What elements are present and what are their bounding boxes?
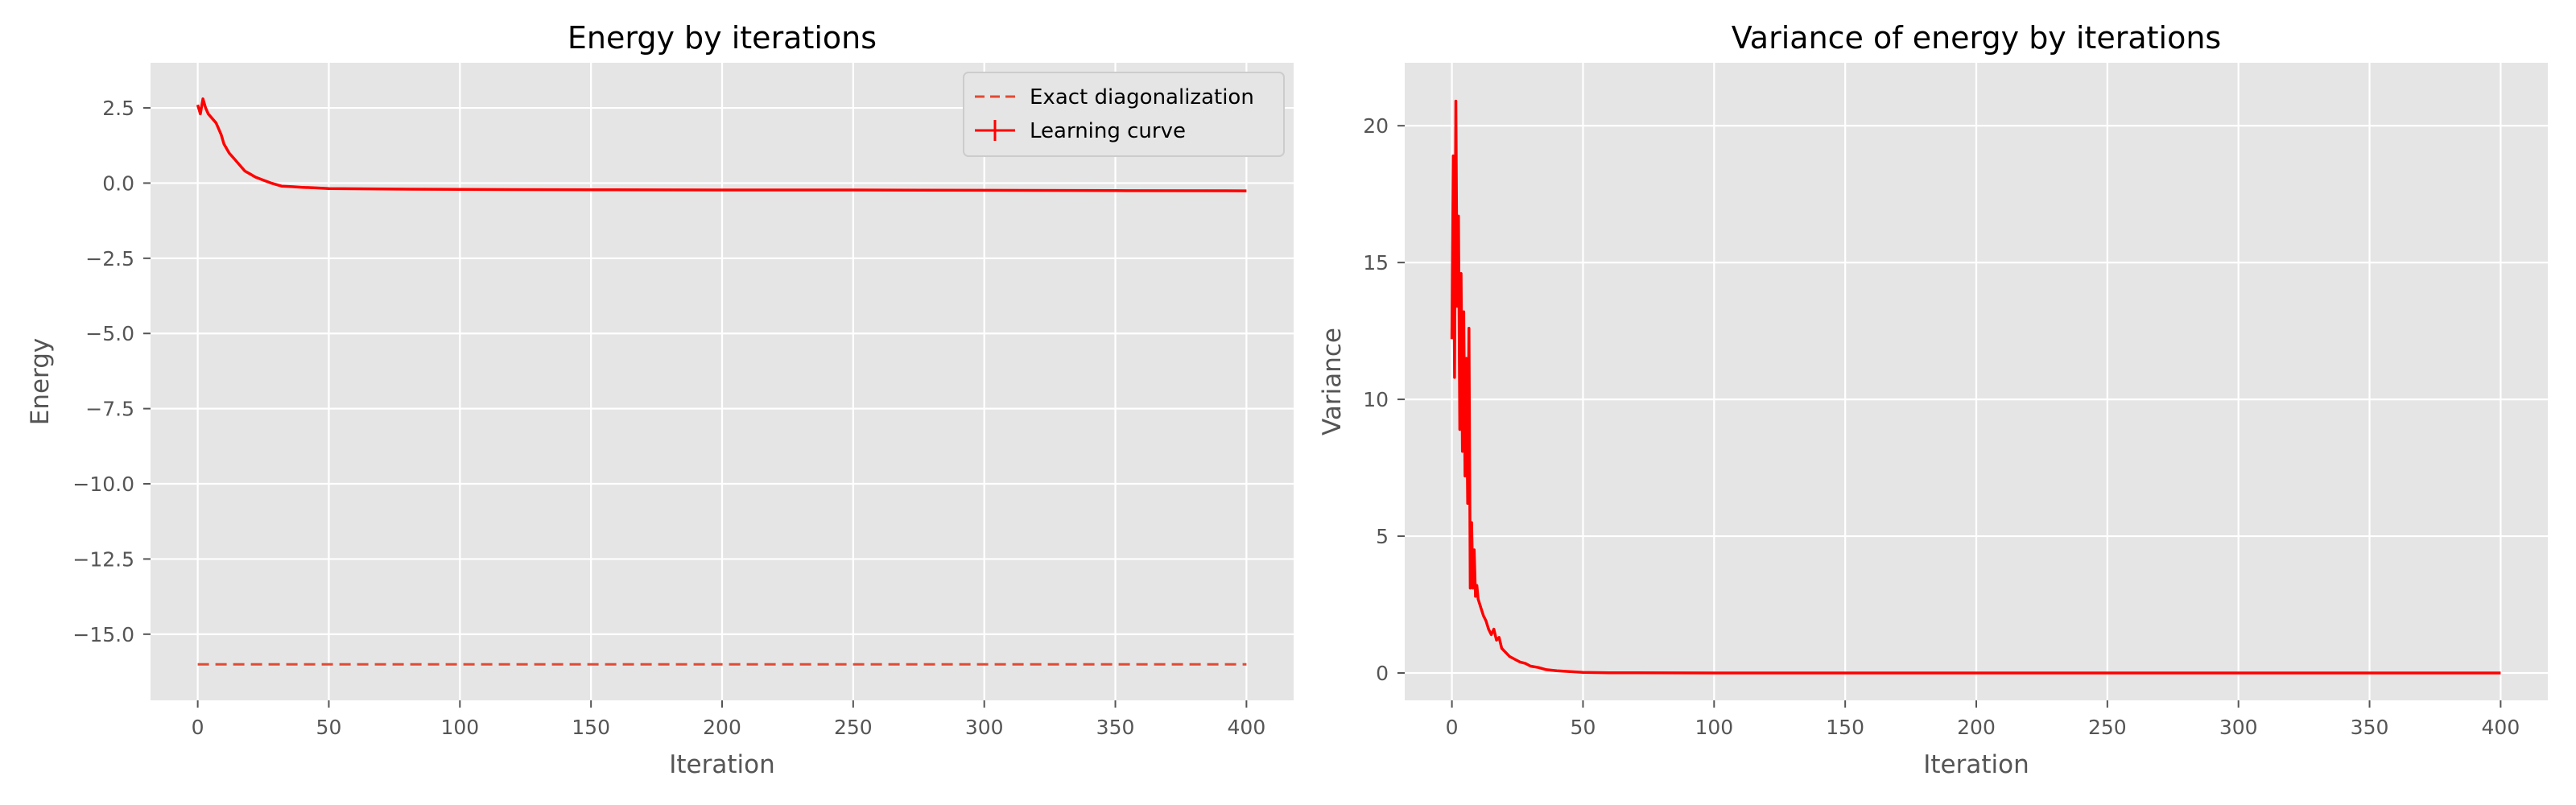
x-tick-label: 150 (1826, 716, 1864, 739)
y-tick-label: −7.5 (85, 398, 134, 421)
x-tick-label: 0 (192, 716, 204, 739)
x-tick-label: 250 (834, 716, 873, 739)
y-tick-label: −15.0 (72, 623, 134, 646)
x-tick-label: 200 (1957, 716, 1996, 739)
y-tick-label: −5.0 (85, 322, 134, 345)
x-tick-label: 50 (316, 716, 342, 739)
x-axis-label: Iteration (669, 750, 775, 779)
y-tick-label: −12.5 (72, 547, 134, 571)
x-tick-label: 0 (1446, 716, 1459, 739)
x-tick-label: 200 (703, 716, 741, 739)
y-axis-label: Variance (1318, 328, 1347, 436)
x-tick-label: 400 (1228, 716, 1266, 739)
variance-chart: 0 50 100 150 200 250 300 350 400 0 5 10 15 20 Variance… (1318, 20, 2548, 779)
x-tick-label: 100 (1695, 716, 1733, 739)
x-tick-label: 350 (1096, 716, 1135, 739)
legend-box (963, 72, 1285, 157)
y-tick-label: −2.5 (85, 247, 134, 270)
legend-entry: Learning curve (1030, 119, 1186, 143)
y-tick-label: 0 (1376, 662, 1389, 685)
energy-chart: 0 50 100 150 200 250 300 350 400 2.5 0.0 −2.5 −5.0 −7… (26, 20, 1294, 779)
x-tick-label: 400 (2482, 716, 2520, 739)
y-tick-label: 10 (1363, 388, 1389, 411)
y-tick-label: 2.5 (102, 97, 134, 120)
x-tick-label: 150 (572, 716, 610, 739)
chart-title: Variance of energy by iterations (1732, 20, 2221, 56)
series-line-learning-curve (196, 97, 1247, 192)
y-tick-label: 15 (1363, 251, 1389, 275)
x-tick-label: 50 (1571, 716, 1596, 739)
x-tick-label: 300 (2219, 716, 2258, 739)
x-tick-label: 350 (2351, 716, 2389, 739)
x-tick-label: 300 (965, 716, 1004, 739)
chart-title: Energy by iterations (568, 20, 877, 56)
y-tick-label: 5 (1376, 525, 1389, 548)
y-tick-label: 20 (1363, 114, 1389, 138)
y-tick-label: −10.0 (72, 473, 134, 496)
x-axis-label: Iteration (1923, 750, 2029, 779)
x-tick-label: 250 (2088, 716, 2127, 739)
y-tick-label: 0.0 (102, 171, 134, 195)
series-line-0 (1450, 99, 2501, 675)
x-tick-label: 100 (440, 716, 479, 739)
legend-entry: Exact diagonalization (1030, 85, 1254, 109)
y-axis-label: Energy (26, 338, 55, 426)
